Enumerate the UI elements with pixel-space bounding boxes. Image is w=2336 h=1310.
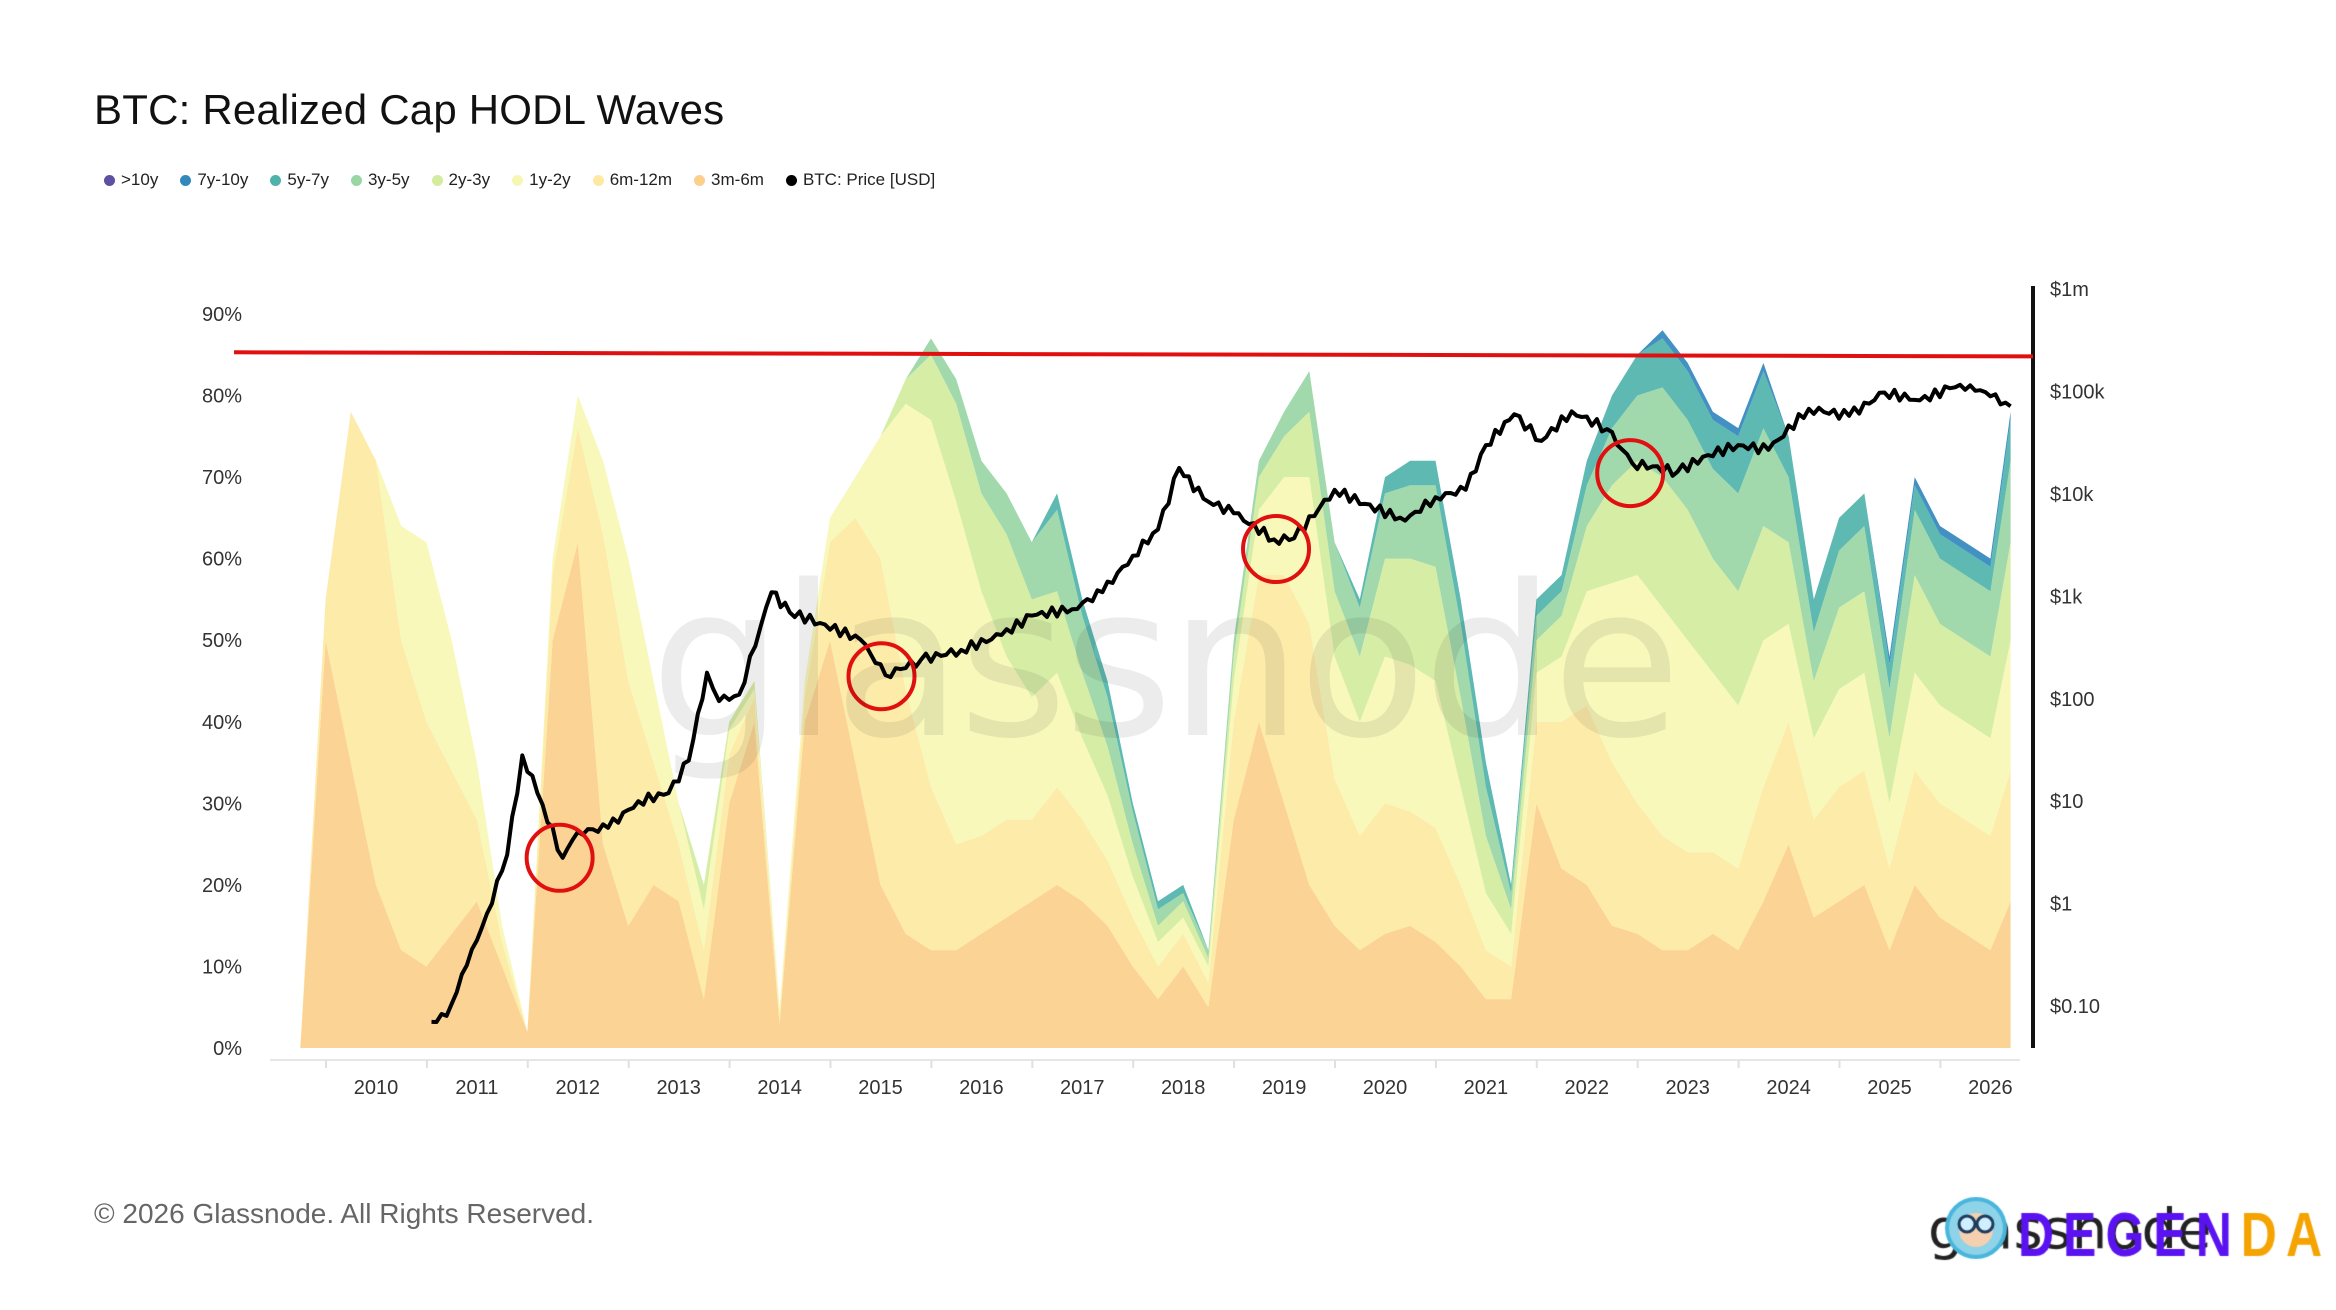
legend-dot-icon: [785, 174, 797, 186]
band-1y-2y: [300, 395, 2011, 1048]
y-tick-label: 90%: [202, 304, 242, 326]
y-tick-label: 20%: [202, 875, 242, 897]
chart-title: BTC: Realized Cap HODL Waves: [94, 86, 725, 133]
x-tick-label: 2018: [1161, 1077, 1206, 1099]
legend-item-5y-7y[interactable]: 5y-7y: [270, 170, 329, 190]
legend-dot-icon: [104, 174, 115, 186]
legend-item-3y-5y[interactable]: 3y-5y: [350, 170, 410, 190]
legend-dot-icon: [431, 174, 443, 186]
legend-label: 7y-10y: [197, 170, 249, 189]
legend-item-10y-plus[interactable]: >10y: [104, 170, 158, 190]
x-tick-label: 2024: [1766, 1077, 1811, 1099]
legend: >10y 7y-10y 5y-7y 3y-5y 2y-3y 1y-2y 6m-1…: [104, 170, 935, 190]
x-tick-label: 2017: [1060, 1077, 1105, 1099]
y-tick-label: 10%: [202, 956, 242, 978]
annotation-circle: [1241, 514, 1312, 585]
x-tick-label: 2016: [959, 1077, 1004, 1099]
legend-item-7y-10y[interactable]: 7y-10y: [180, 170, 248, 190]
legend-label: 5y-7y: [287, 170, 329, 189]
x-tick-label: 2021: [1464, 1077, 1509, 1099]
band-6m-12m: [300, 411, 2011, 1048]
x-tick-label: 2013: [656, 1077, 701, 1099]
x-tick-label: 2023: [1665, 1077, 1710, 1099]
x-tick-label: 2022: [1565, 1077, 1610, 1099]
x-tick-label: 2019: [1262, 1077, 1307, 1099]
y2-tick-label: $100k: [2050, 382, 2105, 404]
copyright-footer: © 2026 Glassnode. All Rights Reserved.: [94, 1198, 595, 1229]
legend-dot-icon: [350, 174, 362, 186]
legend-label: 1y-2y: [529, 170, 571, 189]
legend-label: >10y: [121, 170, 159, 189]
y2-tick-label: $10: [2050, 791, 2083, 813]
legend-label: 3y-5y: [367, 170, 410, 189]
band-3y-5y: [300, 338, 2011, 1048]
x-tick-label: 2011: [455, 1077, 498, 1099]
y2-tick-label: $0.10: [2050, 996, 2100, 1018]
x-tick-label: 2015: [858, 1077, 903, 1099]
stacked-bands: [300, 330, 2011, 1048]
x-tick-label: 2010: [354, 1077, 399, 1099]
legend-dot-icon: [512, 174, 524, 186]
annotation-circle: [524, 822, 595, 893]
legend-label: BTC: Price [USD]: [802, 170, 936, 189]
brand-logo: [1922, 1178, 2322, 1268]
y-tick-label: 50%: [202, 630, 242, 652]
reference-line: [233, 350, 2034, 359]
axes: 2010 2011 2012 2013 2014 2015 2016 2017 2018 2019…: [202, 279, 2106, 1099]
y2-tick-label: $100: [2050, 689, 2095, 711]
annotation-circle: [846, 641, 917, 712]
x-tick-label: 2014: [757, 1077, 802, 1099]
y2-tick-label: $1m: [2050, 279, 2089, 301]
annotation-circle: [1595, 438, 1666, 509]
legend-item-1y-2y[interactable]: 1y-2y: [512, 170, 571, 190]
x-tick-label: 2012: [556, 1077, 601, 1099]
btc-price-line: [431, 382, 2012, 1024]
overlay: [233, 350, 2034, 1024]
band-3m-6m: [300, 542, 2011, 1048]
y-tick-label: 40%: [202, 712, 242, 734]
legend-dot-icon: [592, 174, 604, 186]
legend-item-2y-3y[interactable]: 2y-3y: [431, 170, 491, 190]
glassnode-degendao-logo-image: [1922, 1178, 2322, 1268]
legend-label: 2y-3y: [448, 170, 491, 189]
y2-tick-label: $1: [2050, 894, 2072, 916]
y-tick-label: 80%: [202, 386, 242, 408]
y2-tick-label: $1k: [2050, 586, 2083, 608]
y-tick-label: 0%: [213, 1038, 242, 1060]
x-tick-label: 2025: [1867, 1077, 1912, 1099]
y-tick-label: 30%: [202, 793, 242, 815]
legend-item-6m-12m[interactable]: 6m-12m: [592, 170, 673, 190]
legend-dot-icon: [180, 174, 192, 186]
legend-dot-icon: [270, 174, 282, 186]
y-tick-label: 70%: [202, 467, 242, 489]
y-tick-label: 60%: [202, 549, 242, 571]
legend-label: 3m-6m: [711, 170, 764, 189]
legend-dot-icon: [694, 174, 706, 186]
y2-tick-label: $10k: [2050, 484, 2094, 506]
x-tick-label: 2020: [1363, 1077, 1408, 1099]
legend-item-3m-6m[interactable]: 3m-6m: [694, 170, 764, 190]
x-tick-label: 2026: [1968, 1077, 2013, 1099]
legend-item-btc-price[interactable]: BTC: Price [USD]: [785, 170, 936, 190]
legend-label: 6m-12m: [609, 170, 673, 189]
